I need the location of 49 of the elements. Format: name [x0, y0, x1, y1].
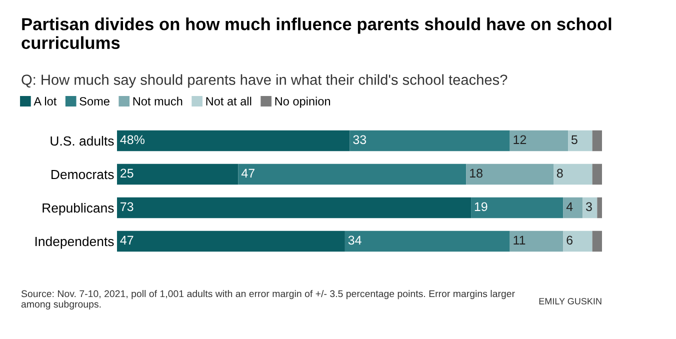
- bar: [592, 130, 602, 152]
- data-label: 12: [514, 135, 526, 144]
- legend-label: Some: [80, 97, 110, 106]
- bar: [582, 197, 598, 218]
- bar: [568, 130, 592, 152]
- data-label: 8: [556, 168, 563, 178]
- bar: [563, 197, 583, 218]
- legend-label: Not much: [133, 96, 182, 106]
- source-note: Source: Nov. 7-10, 2021, poll of 1,001 adults with an error margin of +/- 3.5 percentage points. Error margins larger among subgroups.: [21, 290, 515, 310]
- chart-subtitle: Q: How much say should parents have in what their child's school teaches?: [22, 74, 508, 88]
- bar: [592, 230, 602, 252]
- bar: [117, 130, 350, 152]
- data-label: 47: [241, 168, 254, 178]
- data-label: 25: [120, 168, 134, 178]
- data-label: 47: [120, 236, 134, 244]
- bar: [117, 197, 472, 218]
- bar: [563, 230, 592, 252]
- bar: [510, 230, 564, 252]
- data-label: 4: [566, 202, 573, 211]
- data-label: 33: [353, 135, 366, 144]
- bar: [554, 164, 592, 185]
- bar: [350, 130, 510, 152]
- bar: [471, 197, 564, 218]
- bar: [238, 164, 466, 185]
- y-tick-label: Republicans: [42, 202, 114, 216]
- legend-label: A lot: [34, 96, 57, 106]
- data-label: 48%: [120, 135, 144, 144]
- bar: [117, 230, 345, 252]
- data-label: 73: [120, 202, 134, 212]
- bar: [592, 164, 602, 185]
- bar: [344, 230, 510, 252]
- data-label: 19: [474, 202, 488, 212]
- data-label: 6: [566, 236, 573, 245]
- data-label: 34: [348, 236, 362, 245]
- data-label: 5: [571, 135, 578, 144]
- text: EMILY GUSKIN: [539, 298, 602, 304]
- bar: [117, 164, 238, 185]
- y-tick-label: Democrats: [52, 170, 114, 180]
- y-tick-label: U.S. adults: [50, 136, 114, 146]
- data-label: 11: [514, 236, 526, 244]
- y-tick-label: Independents: [35, 236, 114, 249]
- data-label: 3: [586, 202, 592, 212]
- bar: [510, 130, 568, 152]
- bar: [597, 197, 602, 218]
- chart-title: Partisan divides on how much influence parents should have on school curriculums: [22, 18, 612, 50]
- legend-label: Not at all: [206, 96, 252, 106]
- data-label: 18: [470, 168, 482, 178]
- legend-label: No opinion: [275, 96, 330, 108]
- bar: [466, 164, 554, 185]
